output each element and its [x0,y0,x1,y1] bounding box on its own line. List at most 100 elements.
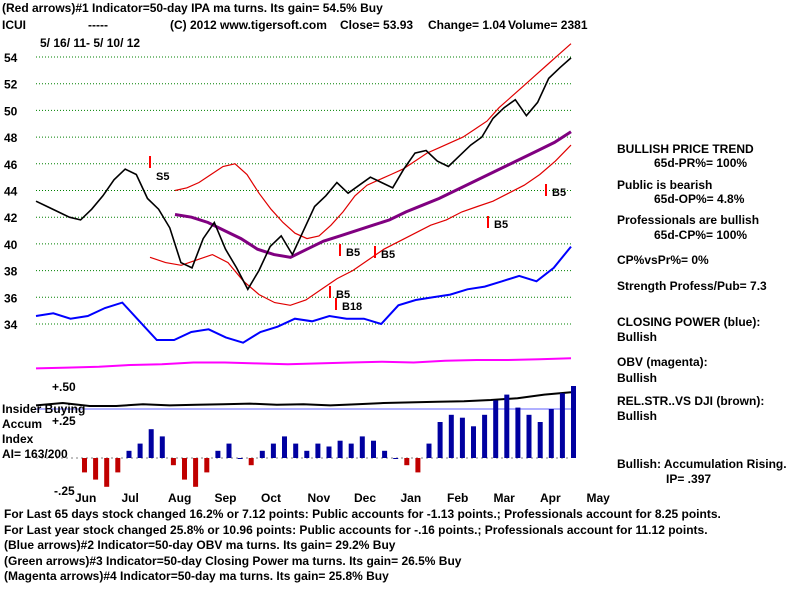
y-tick-48: 48 [4,131,18,145]
accum-bar [137,443,143,458]
x-tick-apr: Apr [540,491,561,505]
arrow-label-b5-1: B5 [346,247,360,259]
accum-bar [182,458,187,480]
accum-bar [204,458,210,473]
obv-line [35,357,572,370]
x-tick-dec: Dec [354,491,376,505]
accum-bar [471,426,476,458]
cp-vs-pr: CP%vsPr%= 0% [617,253,709,267]
accum-bar [448,414,454,458]
accum-bar [493,400,499,458]
price-grid [36,56,571,325]
obv-value: Bullish [617,371,658,385]
header-volume: Volume= 2381 [508,18,588,32]
public-value: 65d-OP%= 4.8% [654,192,745,206]
indicator-plus50: +.50 [52,380,76,394]
footer-line5: (Magenta arrows)#4 Indicator=50-day ma t… [4,569,389,583]
accumulation-panel [36,386,576,487]
upper-band-line [174,43,572,240]
accum-bar [459,417,465,458]
obv-label: OBV (magenta): [617,355,708,369]
indicator-minus25: -.25 [54,484,75,498]
x-tick-jun: Jun [75,491,96,505]
accum-bar [159,436,165,458]
accum-bar [537,422,543,458]
accum-bar [248,458,254,466]
accum-bar [115,458,121,473]
arrow-label-b5-5: B5 [336,289,350,301]
footer-line1: For Last 65 days stock changed 16.2% or … [4,507,721,521]
accum-bar [382,450,388,458]
rel-strength-line [35,391,572,407]
closing-power-label: CLOSING POWER (blue): [617,315,761,329]
y-tick-38: 38 [4,265,18,279]
closing-power-line [35,245,572,344]
footer-line4: (Green arrows)#3 Indicator=50-day Closin… [4,554,462,568]
plot-series [35,43,572,407]
arrow-label-b5-3: B5 [494,219,508,231]
accum-bar [515,407,521,458]
accum-bar [237,458,243,459]
arrow-label-b5-4: B5 [552,187,566,199]
relstr-label: REL.STR..VS DJI (brown): [617,394,765,408]
x-tick-feb: Feb [447,491,468,505]
header-dashes: ----- [88,18,108,32]
accum-bar [348,443,354,458]
relstr-value: Bullish [617,409,658,423]
accum-bar [170,458,176,466]
ai-label: AI= 163/200 [2,447,68,461]
accum-bar [559,393,565,458]
arrow-label-b5-2: B5 [381,249,395,261]
index-label: Index [2,432,34,446]
accum-rising-label: Bullish: Accumulation Rising. [617,457,787,471]
accum-bar [193,458,199,487]
accum-bar [337,440,343,458]
x-tick-may: May [587,491,611,505]
accum-bar [148,429,154,458]
accum-bar [293,443,299,458]
arrow-label-b18-6: B18 [342,301,362,313]
accum-bar [326,446,332,458]
x-tick-jul: Jul [122,491,139,505]
header-close: Close= 53.93 [340,18,414,32]
accum-bar [404,458,410,466]
accum-bar [359,436,365,458]
accum-bar [304,450,310,458]
y-tick-44: 44 [4,185,18,199]
closing-power-value: Bullish [617,330,658,344]
accum-ip-value: IP= .397 [666,472,712,486]
header-change: Change= 1.04 [428,18,506,32]
accum-bar [371,440,376,458]
pro-title: Professionals are bullish [617,213,760,227]
x-axis-months: Jun Jul Aug Sep Oct Nov Dec Jan Feb Mar Apr May [75,491,610,505]
y-tick-40: 40 [4,238,18,252]
accum-bar [282,436,287,458]
accum-bar [104,458,110,487]
accum-bar [504,394,510,458]
accum-bar [426,443,432,458]
y-tick-50: 50 [4,104,18,118]
y-tick-34: 34 [4,318,18,332]
accum-bar [571,386,576,458]
price-line [35,57,572,291]
y-axis-ticks: 34 36 38 40 42 44 46 48 50 52 54 [4,51,18,332]
date-range: 5/ 16/ 11- 5/ 10/ 12 [40,36,141,50]
y-tick-52: 52 [4,78,18,92]
x-tick-mar: Mar [494,491,516,505]
x-tick-sep: Sep [215,491,237,505]
accum-bar [548,409,554,458]
accum-bar [526,414,532,458]
x-tick-nov: Nov [308,491,331,505]
accum-bar [315,443,321,458]
footer-line3: (Blue arrows)#2 Indicator=50-day OBV ma … [4,538,396,552]
accum-bar [93,458,99,480]
trend-value: 65d-PR%= 100% [654,156,748,170]
arrow-label-s5-0: S5 [156,171,169,183]
header-copyright: (C) 2012 www.tigersoft.com [170,18,327,32]
trend-title: BULLISH PRICE TREND [617,142,754,156]
ticker-label: ICUI [2,18,26,32]
accum-bar [82,458,87,473]
header-line1: (Red arrows)#1 Indicator=50-day IPA ma t… [2,1,383,15]
x-tick-jan: Jan [401,491,422,505]
